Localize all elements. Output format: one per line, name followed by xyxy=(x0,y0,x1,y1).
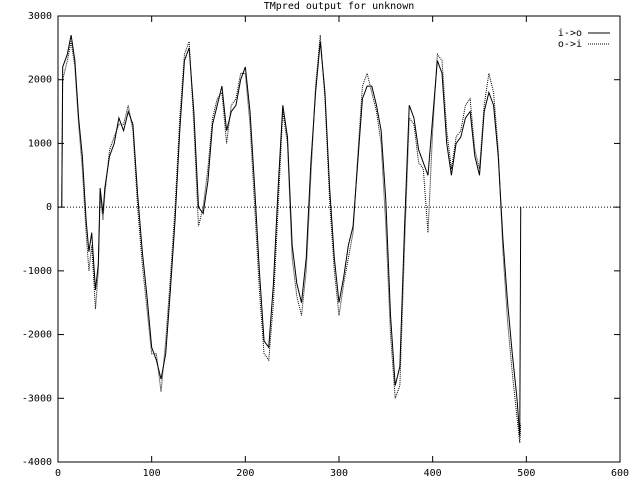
x-tick-label: 400 xyxy=(424,468,442,479)
chart-title: TMpred output for unknown xyxy=(264,1,415,12)
y-tick-label: -3000 xyxy=(22,393,52,404)
y-tick-label: 2000 xyxy=(28,75,52,86)
y-tick-label: -2000 xyxy=(22,330,52,341)
legend-label: i->o xyxy=(558,28,582,39)
y-tick-label: 1000 xyxy=(28,138,52,149)
y-tick-label: 0 xyxy=(46,202,52,213)
x-tick-label: 0 xyxy=(55,468,61,479)
x-tick-label: 600 xyxy=(611,468,629,479)
x-tick-label: 300 xyxy=(330,468,348,479)
x-tick-label: 200 xyxy=(236,468,254,479)
y-tick-label: 3000 xyxy=(28,11,52,22)
y-tick-label: -4000 xyxy=(22,457,52,468)
legend-label: o->i xyxy=(558,39,582,50)
series-line xyxy=(61,35,522,437)
x-tick-label: 500 xyxy=(517,468,535,479)
x-tick-label: 100 xyxy=(143,468,161,479)
y-tick-label: -1000 xyxy=(22,266,52,277)
